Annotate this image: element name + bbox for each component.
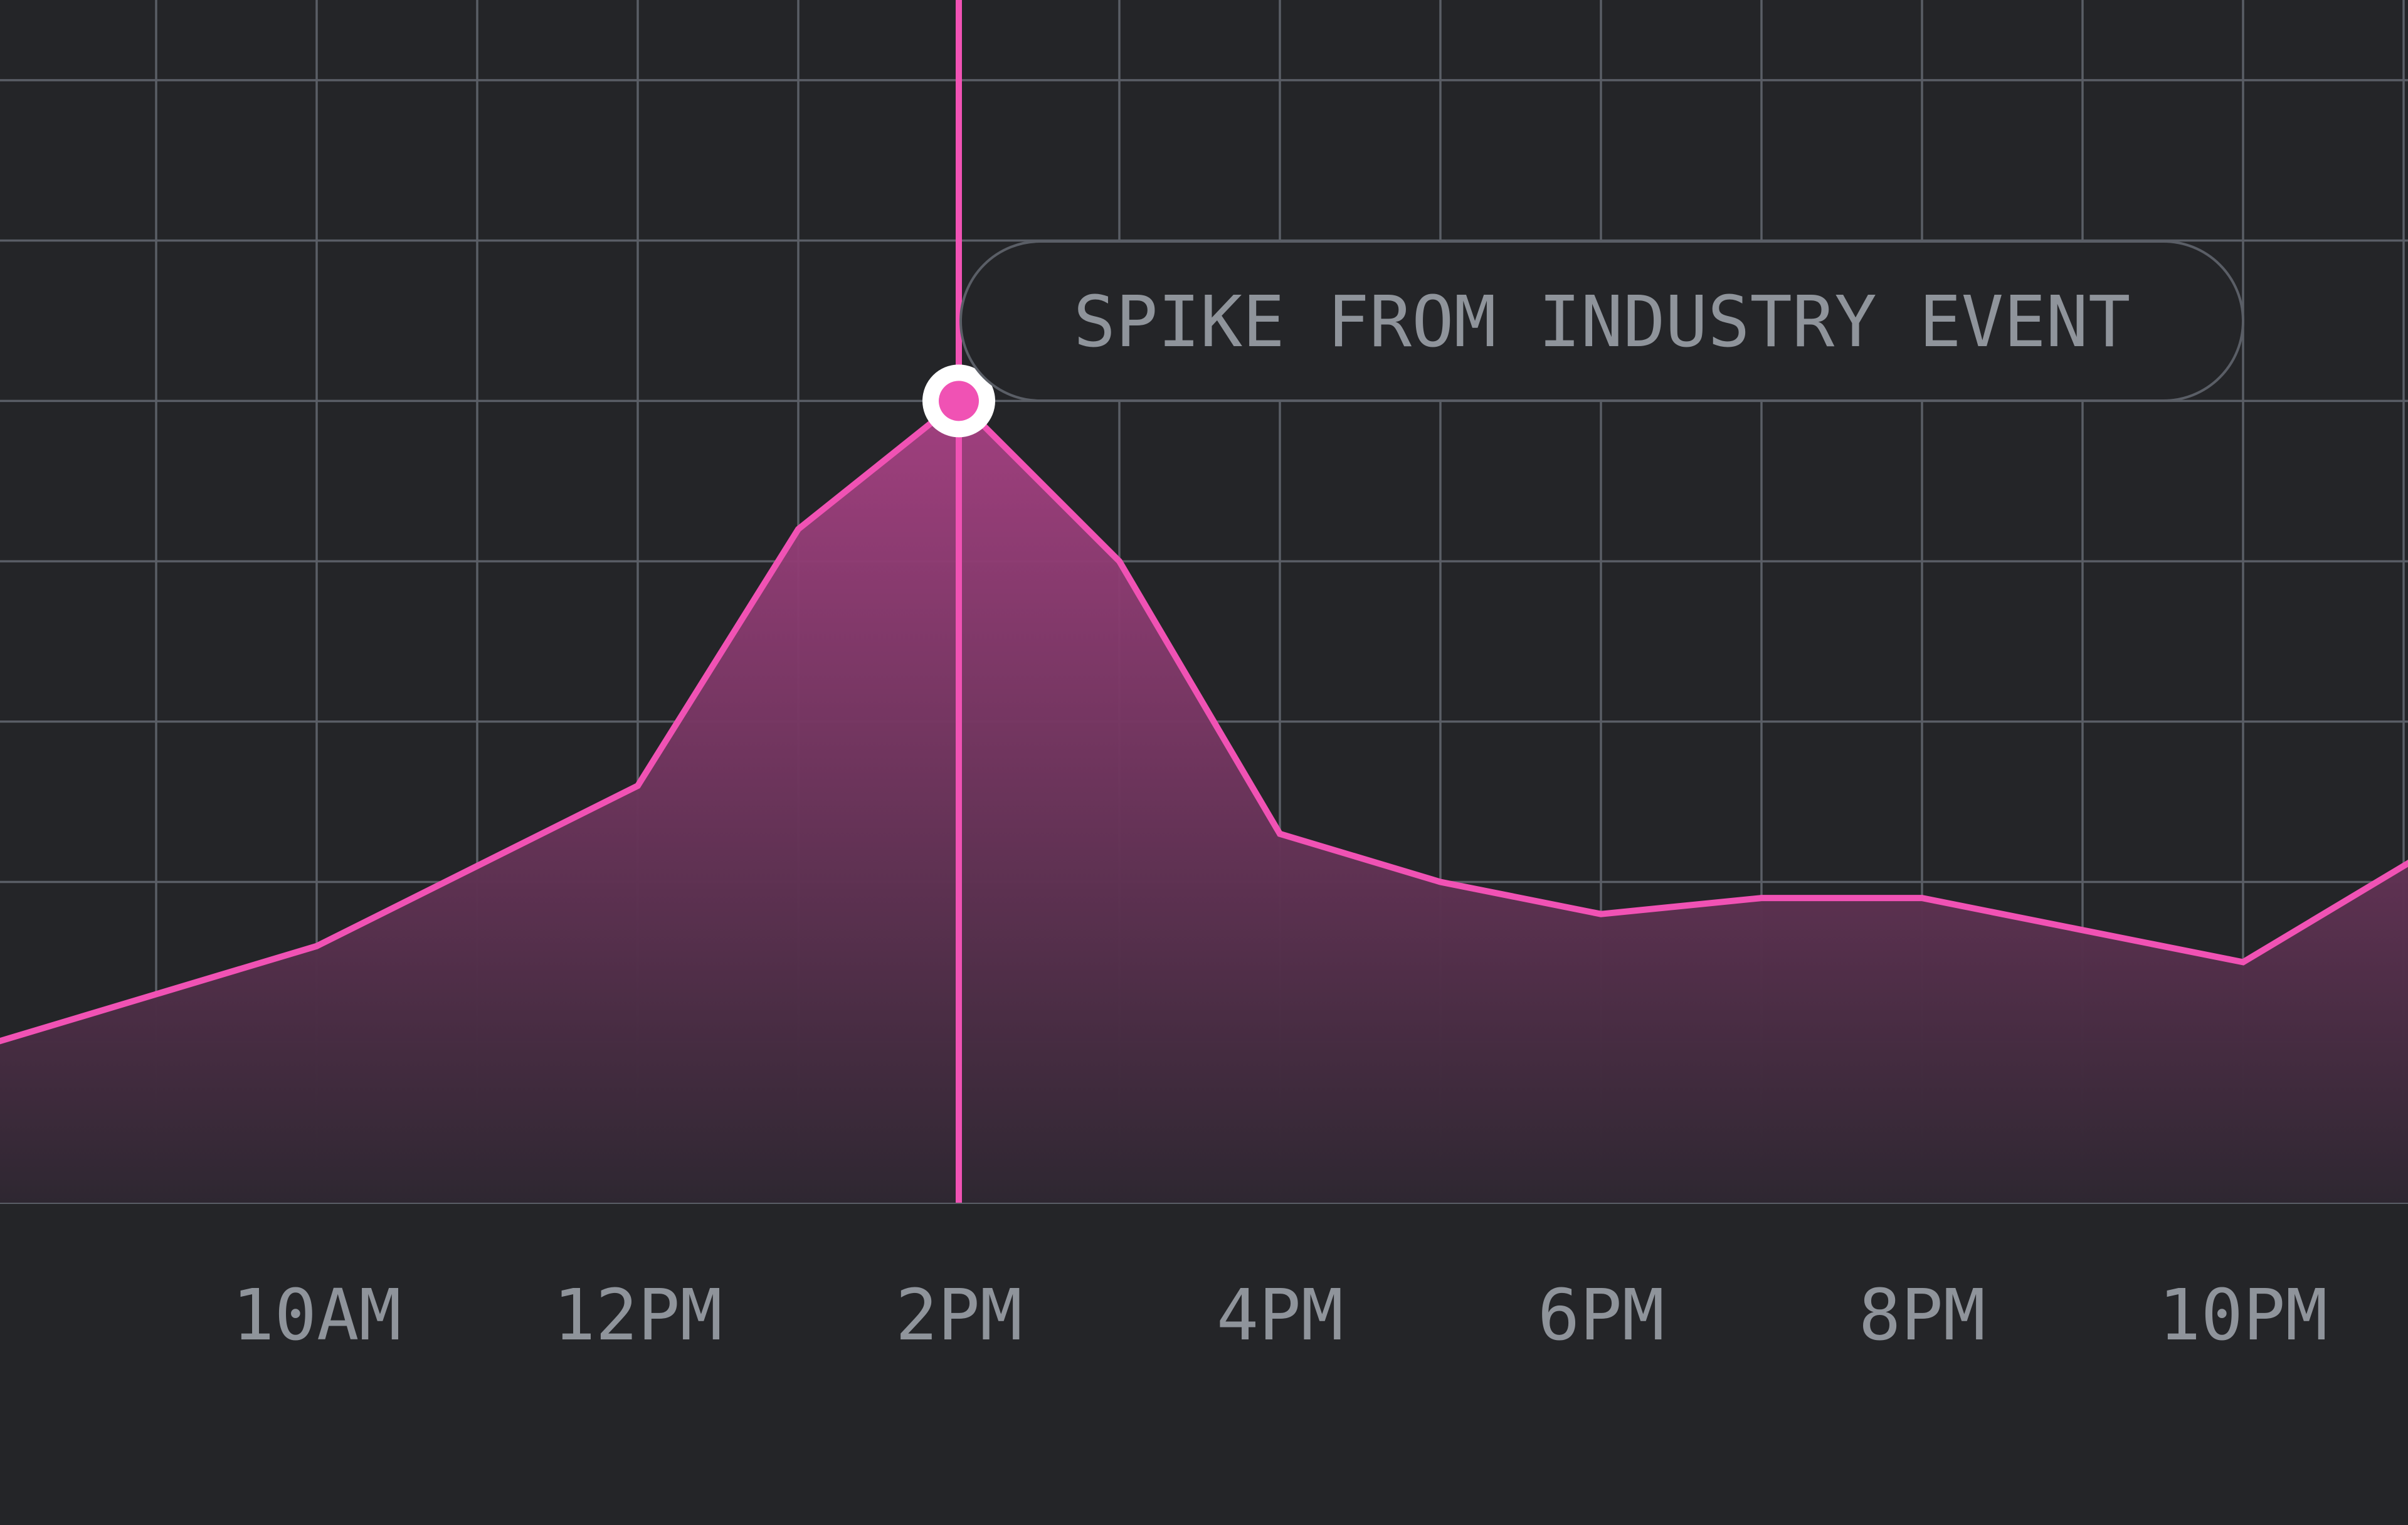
x-tick-label: 10AM — [232, 1275, 401, 1356]
x-tick-label: 4PM — [1217, 1275, 1343, 1356]
x-tick-label: 10PM — [2158, 1275, 2328, 1356]
x-tick-label: 8PM — [1859, 1275, 1985, 1356]
area-fill — [0, 401, 2408, 1203]
series-line — [0, 396, 2408, 1045]
peak-marker[interactable] — [922, 364, 995, 438]
x-axis-tick-labels: 10AM12PM2PM4PM6PM8PM10PM12 — [232, 1275, 2328, 1356]
x-tick-label: 2PM — [895, 1275, 1022, 1356]
peak-marker-dot — [939, 381, 979, 421]
x-tick-label: 12PM — [553, 1275, 722, 1356]
x-tick-label: 6PM — [1538, 1275, 1664, 1356]
annotation-callout: SPIKE FROM INDUSTRY EVENT — [959, 240, 2244, 402]
annotation-box — [959, 240, 2244, 402]
annotation-text: SPIKE FROM INDUSTRY EVENT — [1074, 282, 2131, 363]
